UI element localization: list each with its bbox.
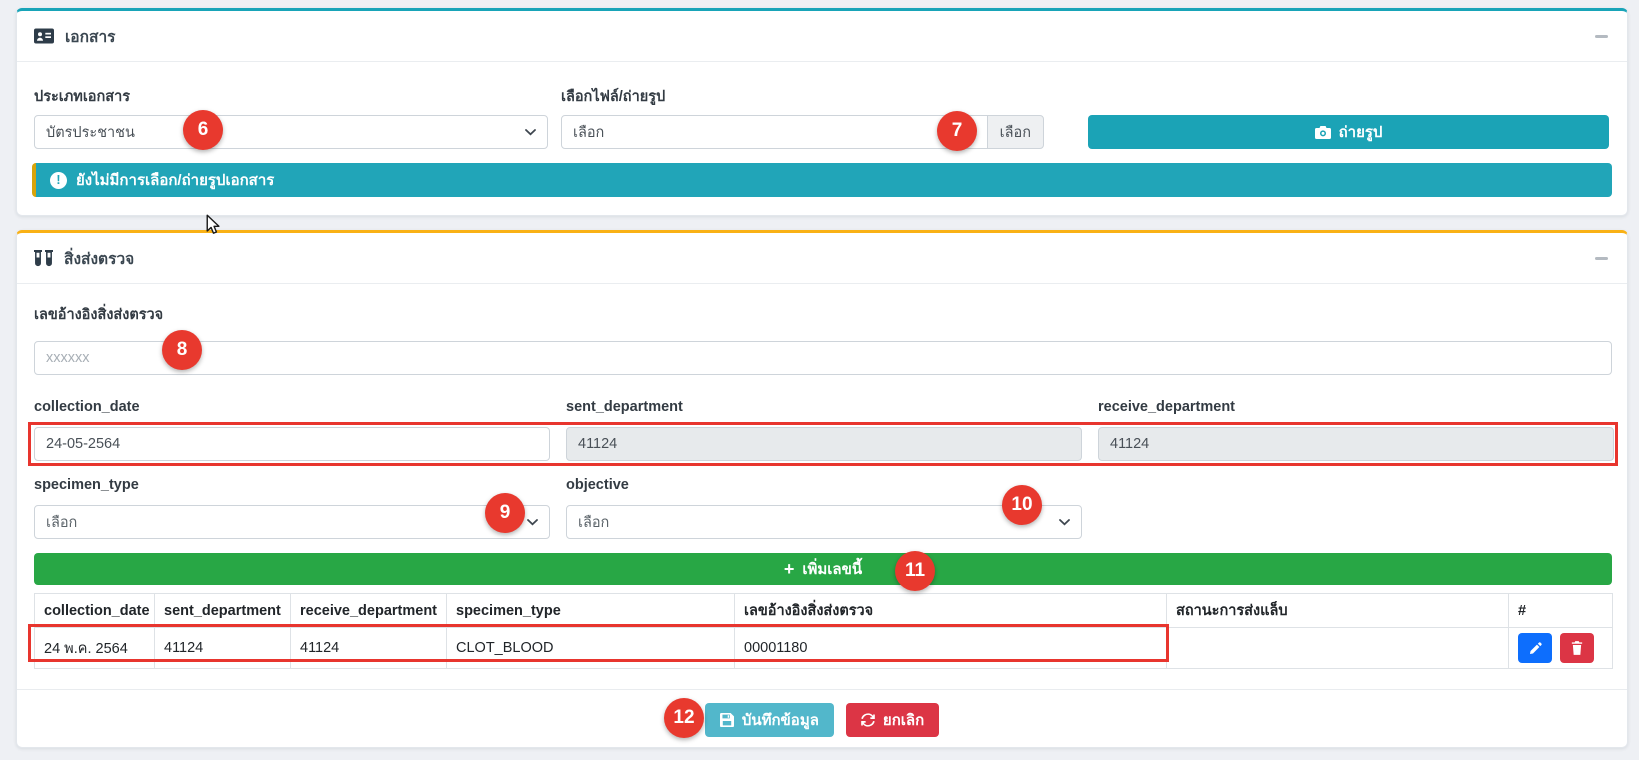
documents-card: เอกสาร ประเภทเอกสาร บัตรประชาชน เลือกไฟล… [16, 8, 1628, 216]
documents-card-title: เอกสาร [65, 28, 116, 46]
cell-sent-department: 41124 [154, 627, 291, 669]
som-badge-6: 6 [183, 110, 223, 150]
pencil-icon [1529, 641, 1542, 655]
specimen-type-label: specimen_type [34, 477, 139, 493]
collapse-documents-button[interactable] [1592, 27, 1610, 45]
som-badge-8: 8 [162, 330, 202, 370]
exclamation-circle-icon: ! [50, 171, 67, 189]
take-photo-button[interactable]: ถ่ายรูป [1088, 115, 1609, 149]
refresh-icon [861, 713, 875, 727]
id-card-icon [34, 28, 54, 44]
specimen-card-title: สิ่งส่งตรวจ [64, 250, 135, 268]
plus-icon: + [783, 559, 795, 579]
file-input-text: เลือก [573, 124, 605, 141]
cell-lab-status [1166, 627, 1509, 669]
minus-icon [1594, 256, 1608, 260]
ref-number-input[interactable] [34, 341, 1612, 375]
no-document-alert: ! ยังไม่มีการเลือก/ถ่ายรูปเอกสาร [32, 163, 1612, 197]
edit-row-button[interactable] [1518, 633, 1552, 663]
ref-number-label: เลขอ้างอิงสิ่งส่งตรวจ [34, 307, 164, 323]
save-button-label: บันทึกข้อมูล [741, 712, 819, 729]
table-header-specimen-type: specimen_type [446, 593, 735, 628]
table-row: 24 พ.ค. 2564 41124 41124 CLOT_BLOOD 0000… [34, 627, 1613, 669]
table-header-row: collection_date sent_department receive_… [34, 593, 1613, 628]
sent-department-input[interactable] [566, 427, 1082, 461]
specimen-type-select[interactable]: เลือก [34, 505, 550, 539]
specimen-table: collection_date sent_department receive_… [34, 593, 1613, 669]
add-number-button[interactable]: + เพิ่มเลขนี้ [34, 553, 1612, 585]
vials-icon [34, 249, 53, 267]
collection-date-label: collection_date [34, 399, 140, 415]
doc-type-label: ประเภทเอกสาร [34, 89, 131, 105]
file-input-group: เลือก เลือก [561, 115, 1044, 149]
cancel-button-label: ยกเลิก [882, 712, 925, 729]
save-button[interactable]: บันทึกข้อมูล [704, 703, 834, 737]
doc-type-select[interactable]: บัตรประชาชน [34, 115, 548, 149]
collection-date-input[interactable] [34, 427, 550, 461]
receive-department-input[interactable] [1098, 427, 1614, 461]
specimen-type-select-value: เลือก [46, 514, 78, 531]
som-badge-11: 11 [895, 551, 935, 591]
delete-row-button[interactable] [1560, 633, 1594, 663]
doc-type-select-value: บัตรประชาชน [46, 124, 135, 141]
camera-icon [1314, 125, 1331, 139]
file-input[interactable]: เลือก [561, 115, 988, 149]
som-badge-10: 10 [1002, 485, 1042, 525]
take-photo-button-label: ถ่ายรูป [1338, 124, 1383, 141]
add-number-button-label: เพิ่มเลขนี้ [802, 561, 863, 578]
som-badge-7: 7 [937, 111, 977, 151]
table-header-receive-department: receive_department [290, 593, 447, 628]
table-header-actions: # [1508, 593, 1613, 628]
minus-icon [1594, 34, 1608, 38]
trash-icon [1571, 641, 1583, 655]
table-header-ref-number: เลขอ้างอิงสิ่งส่งตรวจ [734, 593, 1167, 628]
file-label: เลือกไฟล์/ถ่ายรูป [561, 89, 666, 105]
table-header-collection-date: collection_date [34, 593, 155, 628]
som-badge-12: 12 [664, 698, 704, 738]
objective-select-value: เลือก [578, 514, 610, 531]
objective-select[interactable]: เลือก [566, 505, 1082, 539]
no-document-alert-text: ยังไม่มีการเลือก/ถ่ายรูปเอกสาร [76, 172, 275, 189]
cancel-button[interactable]: ยกเลิก [845, 703, 940, 737]
receive-department-label: receive_department [1098, 399, 1236, 415]
browse-button[interactable]: เลือก [986, 115, 1044, 149]
collapse-specimen-button[interactable] [1592, 249, 1610, 267]
chevron-down-icon [527, 518, 538, 526]
chevron-down-icon [525, 128, 536, 136]
specimen-card-header: สิ่งส่งตรวจ [17, 233, 1627, 284]
documents-card-header: เอกสาร [17, 11, 1627, 62]
table-header-sent-department: sent_department [154, 593, 291, 628]
cell-specimen-type: CLOT_BLOOD [446, 627, 735, 669]
cell-ref-number: 00001180 [734, 627, 1167, 669]
objective-label: objective [566, 477, 629, 493]
cell-actions [1508, 627, 1613, 669]
chevron-down-icon [1059, 518, 1070, 526]
cell-receive-department: 41124 [290, 627, 447, 669]
specimen-card: สิ่งส่งตรวจ เลขอ้างอิงสิ่งส่งตรวจ collec… [16, 230, 1628, 748]
floppy-icon [719, 713, 734, 727]
form-footer: บันทึกข้อมูล ยกเลิก [17, 689, 1627, 737]
som-badge-9: 9 [485, 493, 525, 533]
cell-collection-date: 24 พ.ค. 2564 [34, 627, 155, 669]
sent-department-label: sent_department [566, 399, 683, 415]
table-header-lab-status: สถานะการส่งแล็บ [1166, 593, 1509, 628]
mouse-cursor [205, 214, 225, 241]
